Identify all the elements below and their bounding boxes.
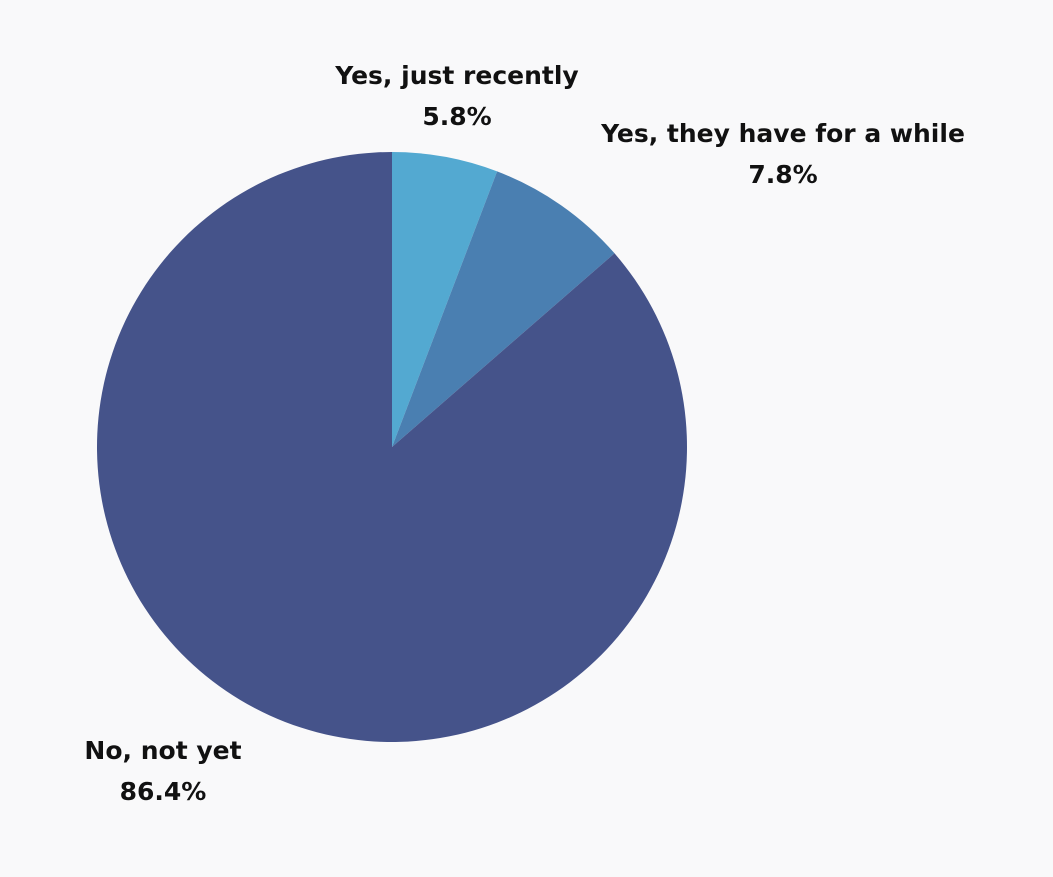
slice-value-label: 86.4% bbox=[120, 777, 207, 806]
slice-label: Yes, just recently bbox=[334, 61, 578, 90]
slice-label: No, not yet bbox=[84, 736, 241, 765]
pie-slice bbox=[96, 152, 688, 742]
slice-value-label: 7.8% bbox=[748, 160, 817, 189]
slice-label: Yes, they have for a while bbox=[600, 119, 965, 148]
pie-slice bbox=[392, 171, 615, 447]
pie-slice bbox=[392, 152, 498, 447]
slice-value-label: 5.8% bbox=[422, 102, 491, 131]
